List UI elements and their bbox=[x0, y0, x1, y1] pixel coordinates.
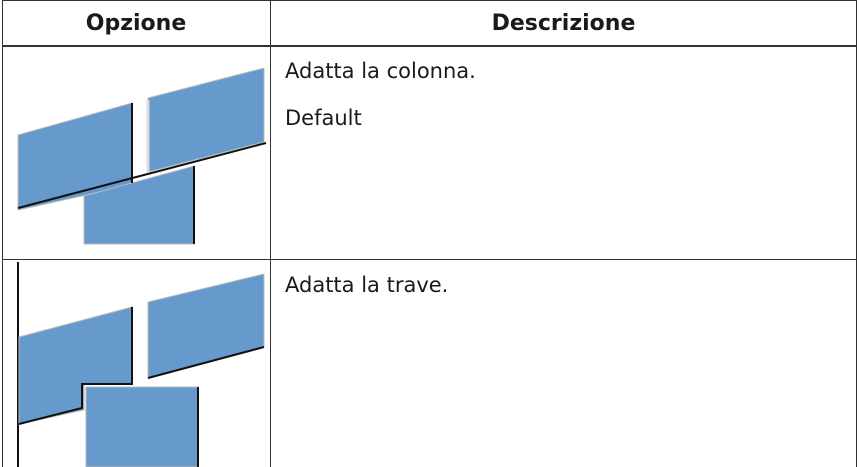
header-rule bbox=[2, 45, 857, 47]
description: Adatta la colonna. Default bbox=[271, 56, 856, 133]
description-text: Adatta la colonna. bbox=[285, 59, 476, 83]
option-image bbox=[17, 262, 265, 467]
panel bbox=[85, 386, 199, 467]
description-text: Adatta la trave. bbox=[285, 273, 449, 297]
panel bbox=[147, 67, 265, 173]
header-cell: Descrizione bbox=[491, 11, 636, 36]
table-border bbox=[2, 0, 857, 1]
edge bbox=[147, 346, 265, 379]
edge bbox=[17, 142, 267, 209]
header-cell: Opzione bbox=[85, 11, 187, 36]
table-border bbox=[856, 0, 857, 467]
table-border bbox=[2, 0, 3, 467]
description: Adatta la trave. bbox=[271, 270, 856, 300]
row-rule bbox=[2, 259, 857, 260]
column-rule bbox=[270, 0, 271, 467]
option-image bbox=[17, 67, 267, 245]
description-text: Default bbox=[285, 106, 362, 130]
edge bbox=[18, 307, 133, 425]
